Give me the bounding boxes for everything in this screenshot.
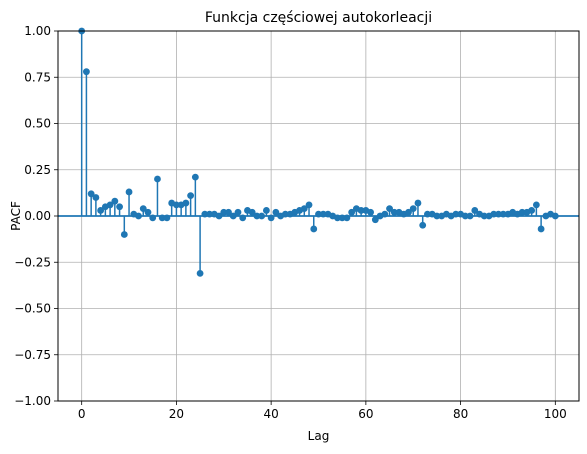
pacf-point bbox=[120, 231, 128, 238]
chart-title: Funkcja częściowej autokorleacji bbox=[205, 10, 432, 26]
pacf-point bbox=[414, 199, 422, 207]
pacf-point bbox=[390, 208, 398, 216]
y-tick-label: 1.00 bbox=[24, 24, 51, 38]
pacf-point bbox=[480, 212, 488, 220]
y-tick-label: 0.00 bbox=[24, 209, 51, 223]
pacf-point bbox=[135, 212, 142, 220]
pacf-point bbox=[201, 210, 209, 218]
pacf-point bbox=[518, 208, 526, 216]
pacf-point bbox=[452, 210, 460, 218]
pacf-point bbox=[343, 214, 351, 222]
pacf-point bbox=[215, 212, 223, 220]
y-tick-label: −0.25 bbox=[14, 255, 51, 269]
pacf-point bbox=[248, 208, 256, 216]
pacf-point bbox=[310, 225, 318, 233]
pacf-point bbox=[409, 205, 417, 213]
pacf-point bbox=[348, 208, 356, 216]
pacf-point bbox=[83, 68, 90, 76]
pacf-point bbox=[191, 173, 199, 181]
y-axis-ticks: −1.00 −0.75 −0.50 −0.25 0.00 0.25 0.50 0.75 1.00 bbox=[14, 24, 58, 408]
pacf-point bbox=[196, 269, 204, 277]
pacf-point bbox=[163, 214, 171, 222]
x-tick-label: 40 bbox=[263, 407, 278, 421]
pacf-point bbox=[300, 205, 308, 213]
pacf-point bbox=[258, 212, 266, 220]
markers bbox=[78, 27, 559, 277]
x-tick-label: 20 bbox=[169, 407, 184, 421]
pacf-point bbox=[92, 194, 100, 201]
pacf-point bbox=[267, 214, 275, 222]
pacf-point bbox=[419, 221, 427, 229]
y-tick-label: 0.75 bbox=[24, 70, 51, 84]
pacf-point bbox=[551, 212, 559, 220]
x-axis-ticks: 0 20 40 60 80 100 bbox=[78, 401, 567, 421]
pacf-point bbox=[158, 214, 166, 222]
pacf-point bbox=[471, 207, 479, 214]
y-tick-label: 0.50 bbox=[24, 117, 51, 131]
pacf-point bbox=[154, 175, 161, 183]
pacf-point bbox=[206, 210, 213, 218]
pacf-point bbox=[499, 210, 507, 218]
x-tick-label: 0 bbox=[78, 407, 86, 421]
pacf-point bbox=[144, 208, 152, 216]
y-axis-label: PACF bbox=[9, 201, 23, 231]
pacf-point bbox=[381, 210, 389, 218]
pacf-point bbox=[281, 210, 289, 218]
x-tick-label: 100 bbox=[544, 407, 567, 421]
pacf-point bbox=[173, 201, 180, 209]
pacf-point bbox=[386, 205, 393, 213]
pacf-point bbox=[532, 201, 540, 209]
pacf-point bbox=[495, 210, 502, 218]
pacf-point bbox=[405, 208, 412, 216]
x-axis-label: Lag bbox=[308, 429, 330, 443]
pacf-point bbox=[106, 201, 114, 209]
pacf-point bbox=[220, 208, 228, 216]
pacf-point bbox=[466, 212, 474, 220]
pacf-point bbox=[239, 214, 247, 222]
y-tick-label: −0.75 bbox=[14, 348, 51, 362]
stems bbox=[80, 31, 552, 274]
pacf-point bbox=[234, 208, 242, 216]
pacf-point bbox=[125, 188, 133, 196]
pacf-point bbox=[367, 208, 374, 216]
pacf-point bbox=[357, 207, 365, 214]
pacf-point bbox=[461, 212, 469, 220]
pacf-point bbox=[139, 205, 147, 213]
pacf-point bbox=[315, 210, 322, 218]
pacf-point bbox=[111, 197, 119, 205]
y-tick-label: −0.50 bbox=[14, 302, 51, 316]
pacf-point bbox=[187, 192, 195, 200]
pacf-point bbox=[537, 225, 545, 233]
pacf-point bbox=[528, 207, 536, 214]
pacf-point bbox=[97, 207, 105, 214]
pacf-point bbox=[253, 212, 261, 220]
y-tick-label: 0.25 bbox=[24, 163, 51, 177]
y-tick-label: −1.00 bbox=[14, 394, 51, 408]
pacf-point bbox=[229, 212, 237, 220]
pacf-point bbox=[334, 214, 341, 222]
pacf-point bbox=[305, 201, 313, 209]
x-tick-label: 80 bbox=[453, 407, 468, 421]
pacf-point bbox=[338, 214, 346, 222]
pacf-point bbox=[263, 207, 270, 214]
pacf-point bbox=[272, 208, 280, 216]
pacf-point bbox=[225, 208, 232, 216]
pacf-point bbox=[116, 203, 123, 211]
pacf-point bbox=[433, 212, 441, 220]
pacf-point bbox=[149, 214, 157, 222]
pacf-point bbox=[182, 199, 190, 207]
pacf-point bbox=[319, 210, 327, 218]
pacf-point bbox=[424, 210, 431, 218]
x-tick-label: 60 bbox=[358, 407, 373, 421]
pacf-point bbox=[490, 210, 498, 218]
pacf-point bbox=[371, 216, 379, 224]
pacf-point bbox=[87, 190, 95, 198]
